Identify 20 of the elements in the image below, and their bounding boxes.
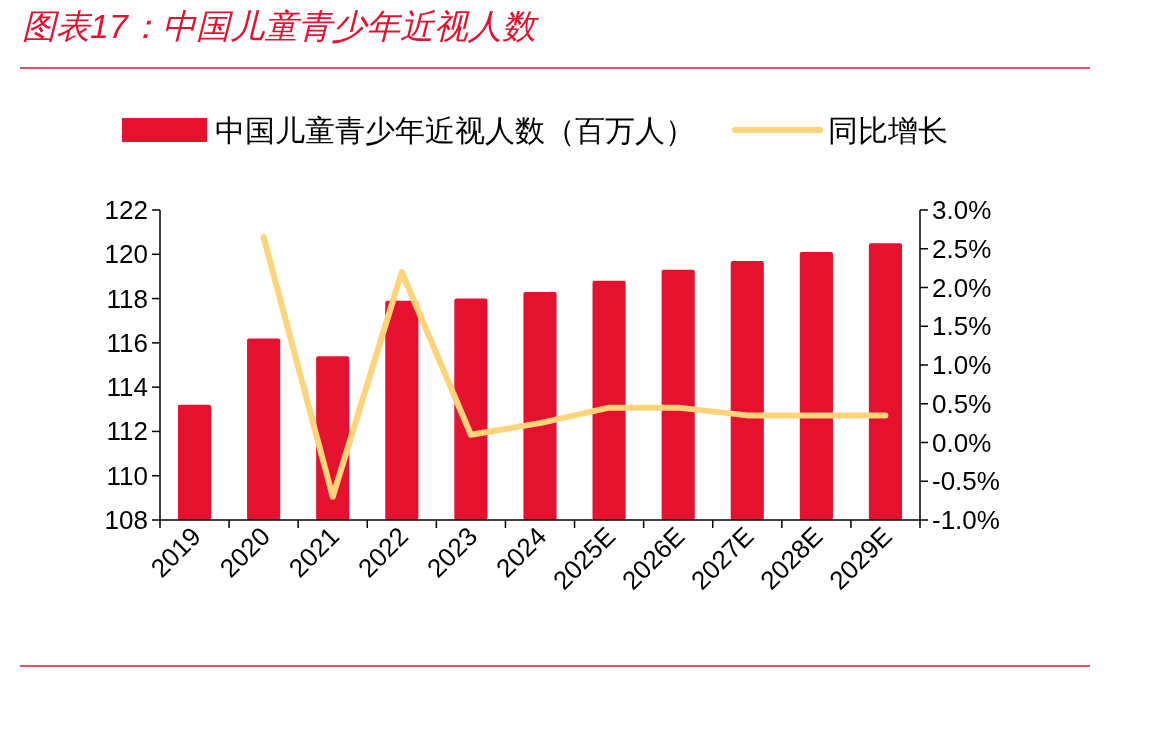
y2-tick-label: 3.0%	[932, 195, 992, 225]
y2-tick-label: 2.0%	[932, 272, 992, 303]
y-tick-label: 108	[104, 505, 148, 535]
y2-tick-label: 0.5%	[932, 388, 992, 419]
legend-label: 中国儿童青少年近视人数（百万人）	[215, 114, 695, 147]
y2-tick-label: -1.0%	[932, 505, 1000, 535]
chart-title: 图表17：中国儿童青少年近视人数	[22, 7, 539, 45]
y-tick-label: 116	[106, 327, 148, 358]
y2-tick-label: -0.5%	[932, 466, 1000, 497]
y2-tick-label: 1.5%	[932, 311, 992, 342]
legend-label: 同比增长	[828, 114, 948, 147]
y2-tick-label: 0.0%	[932, 427, 992, 458]
y2-tick-label: 2.5%	[932, 233, 992, 264]
y-tick-label: 112	[106, 416, 148, 447]
y-tick-label: 118	[106, 283, 148, 314]
y-tick-label: 122	[104, 195, 148, 225]
y-tick-label: 120	[104, 239, 148, 270]
y-tick-label: 110	[106, 460, 148, 491]
y-tick-label: 114	[106, 372, 148, 403]
y2-tick-label: 1.0%	[932, 350, 992, 380]
